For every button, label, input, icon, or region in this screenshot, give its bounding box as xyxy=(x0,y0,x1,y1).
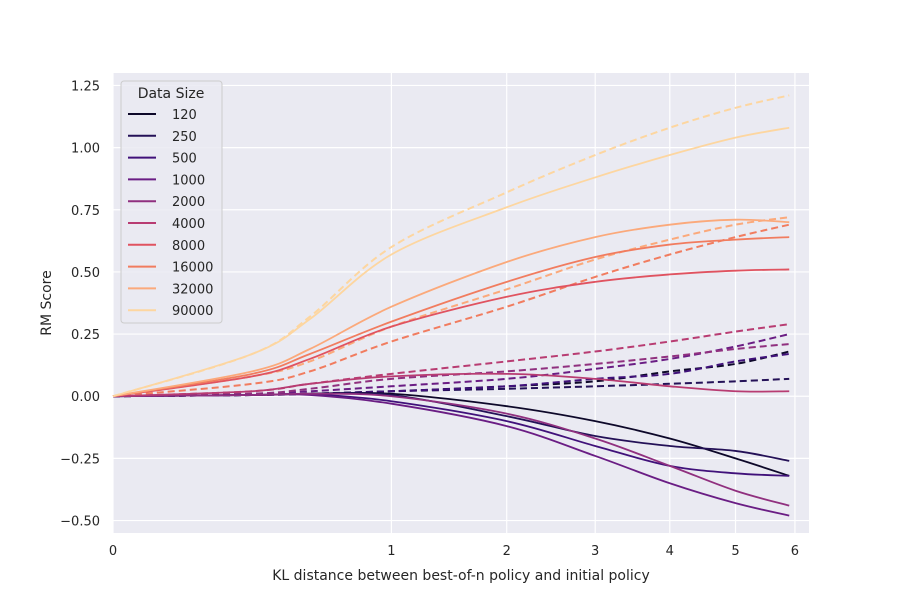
legend-label-250: 250 xyxy=(172,130,197,145)
y-tick-label-3: 0.25 xyxy=(71,328,100,343)
legend-title: Data Size xyxy=(138,86,205,102)
y-tick-labels: −0.50 −0.25 0.00 0.25 0.50 0.75 1.00 1.25 xyxy=(60,79,100,529)
legend-entry-16000: 16000 xyxy=(128,261,213,276)
legend-entries: 120 250 500 1000 2000 4000 8000 16000 32000 90000 xyxy=(128,108,213,319)
legend-label-120: 120 xyxy=(172,108,197,123)
legend: Data Size 120 250 500 1000 2000 4000 8000 16000… xyxy=(120,80,223,324)
legend-label-16000: 16000 xyxy=(172,261,213,276)
x-tick-label-6: 6 xyxy=(791,544,799,559)
legend-entry-4000: 4000 xyxy=(128,217,205,232)
x-tick-labels: 0 1 2 3 4 5 6 xyxy=(109,544,799,559)
y-tick-label-0: −0.50 xyxy=(60,515,100,530)
legend-entry-2000: 2000 xyxy=(128,195,205,210)
legend-entry-90000: 90000 xyxy=(128,304,213,319)
series-solid-8000 xyxy=(112,268,790,398)
legend-label-32000: 32000 xyxy=(172,282,213,297)
y-tick-label-1: −0.25 xyxy=(60,452,100,467)
y-tick-label-7: 1.25 xyxy=(71,79,100,94)
series-solid-90000 xyxy=(112,126,790,398)
y-tick-label-2: 0.00 xyxy=(71,390,100,405)
legend-label-8000: 8000 xyxy=(172,239,205,254)
x-tick-label-1: 1 xyxy=(387,544,395,559)
y-axis-label: RM Score xyxy=(39,270,55,335)
y-tick-label-6: 1.00 xyxy=(71,142,100,157)
series-dashed-16000 xyxy=(112,223,790,398)
y-tick-label-5: 0.75 xyxy=(71,204,100,219)
legend-label-90000: 90000 xyxy=(172,304,213,319)
x-tick-label-2: 2 xyxy=(503,544,511,559)
x-tick-label-4: 4 xyxy=(666,544,674,559)
legend-entry-32000: 32000 xyxy=(128,282,213,297)
legend-entry-8000: 8000 xyxy=(128,239,205,254)
series-solid-4000 xyxy=(112,372,790,398)
grid xyxy=(112,73,809,533)
legend-entry-500: 500 xyxy=(128,152,197,167)
x-tick-label-3: 3 xyxy=(591,544,599,559)
legend-entry-120: 120 xyxy=(128,108,197,123)
plot-background xyxy=(113,73,809,533)
legend-label-500: 500 xyxy=(172,152,197,167)
series-solid-32000 xyxy=(112,218,790,398)
legend-label-1000: 1000 xyxy=(172,173,205,188)
legend-label-4000: 4000 xyxy=(172,217,205,232)
legend-entry-1000: 1000 xyxy=(128,173,205,188)
x-axis-label: KL distance between best-of-n policy and… xyxy=(272,568,650,584)
series-solid-16000 xyxy=(112,236,790,398)
y-tick-label-4: 0.50 xyxy=(71,266,100,281)
series-dashed-2000 xyxy=(112,343,790,398)
x-tick-label-0: 0 xyxy=(109,544,117,559)
series-solid-2000 xyxy=(112,392,790,507)
legend-entry-250: 250 xyxy=(128,130,197,145)
legend-label-2000: 2000 xyxy=(172,195,205,210)
solid-series-layer xyxy=(112,126,790,517)
x-tick-label-5: 5 xyxy=(731,544,739,559)
legend-box xyxy=(120,80,223,324)
